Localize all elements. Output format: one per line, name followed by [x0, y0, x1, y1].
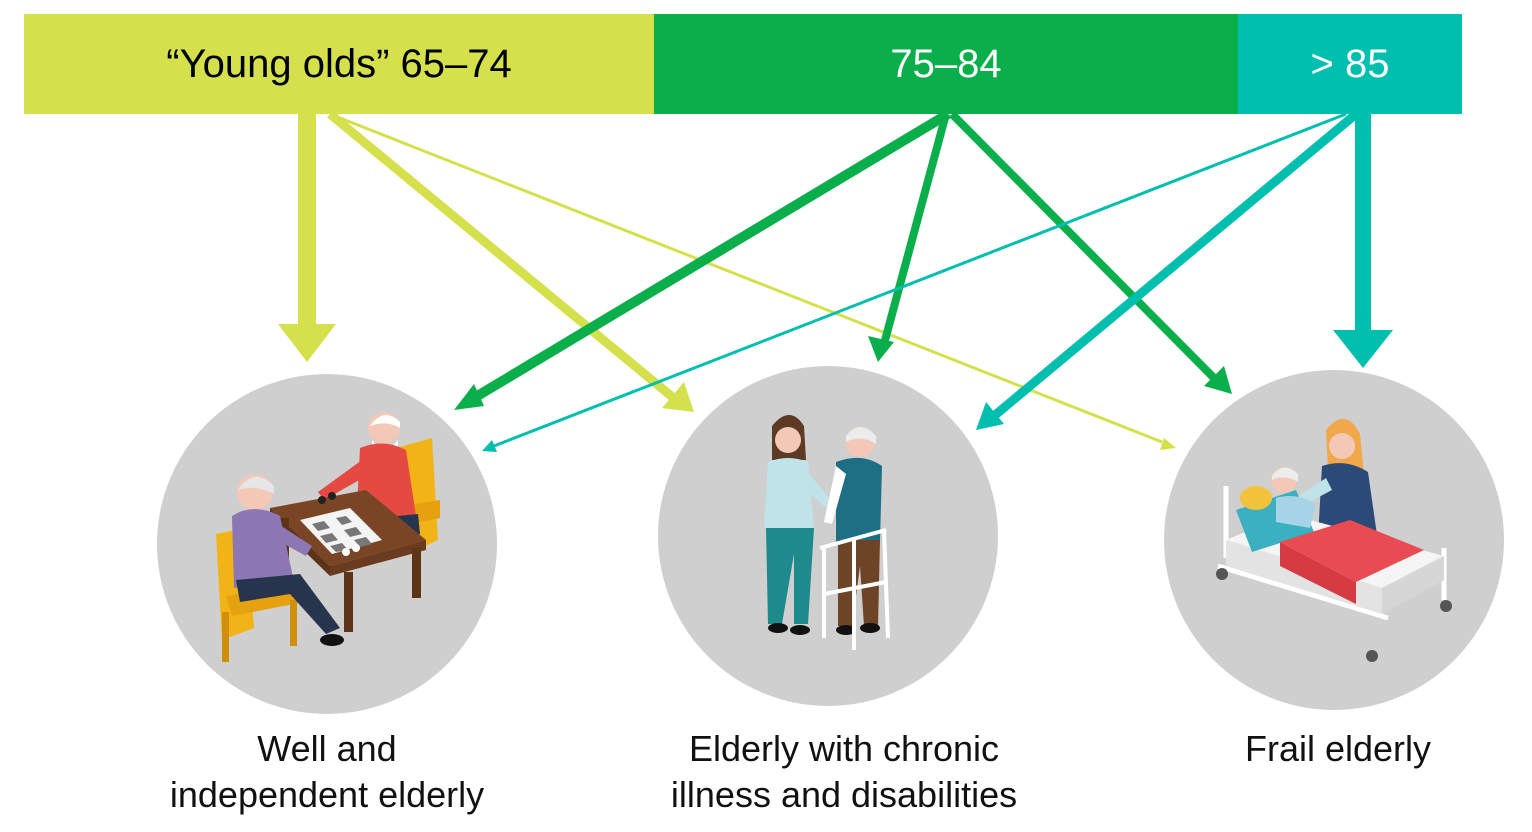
arrows: [278, 109, 1393, 452]
age-band-over-85: > 85: [1238, 14, 1462, 114]
arrow-young-to-chronic: [327, 110, 694, 412]
arrow-mid-to-frail: [949, 111, 1232, 394]
caption-line: independent elderly: [169, 774, 485, 815]
arrow-old-to-well: [482, 112, 1347, 452]
age-band-label: “Young olds” 65–74: [166, 41, 512, 86]
category-caption-chronic: Elderly with chronic illness and disabil…: [614, 726, 1074, 818]
caption-line: illness and disabilities: [670, 774, 1018, 815]
caption-line: Elderly with chronic: [688, 728, 1000, 769]
age-band-label: > 85: [1310, 41, 1390, 86]
hospital-bed-care-icon: [1164, 370, 1504, 710]
age-band-75-84: 75–84: [654, 14, 1238, 114]
caregiver-walker-icon: [658, 366, 998, 706]
arrow-old-to-frail: [1333, 114, 1393, 368]
age-band-label: 75–84: [890, 41, 1002, 86]
category-caption-well: Well and independent elderly: [97, 726, 557, 818]
age-band-young-olds: “Young olds” 65–74: [24, 14, 654, 114]
category-caption-frail: Frail elderly: [1108, 726, 1532, 772]
arrow-mid-to-chronic: [868, 112, 950, 362]
arrow-young-to-well: [278, 114, 336, 362]
chess-playing-seniors-icon: [157, 374, 497, 714]
caption-line: Well and: [257, 728, 397, 769]
arrow-old-to-chronic: [976, 110, 1359, 430]
caption-line: Frail elderly: [1244, 728, 1432, 769]
arrow-mid-to-well: [454, 109, 951, 410]
